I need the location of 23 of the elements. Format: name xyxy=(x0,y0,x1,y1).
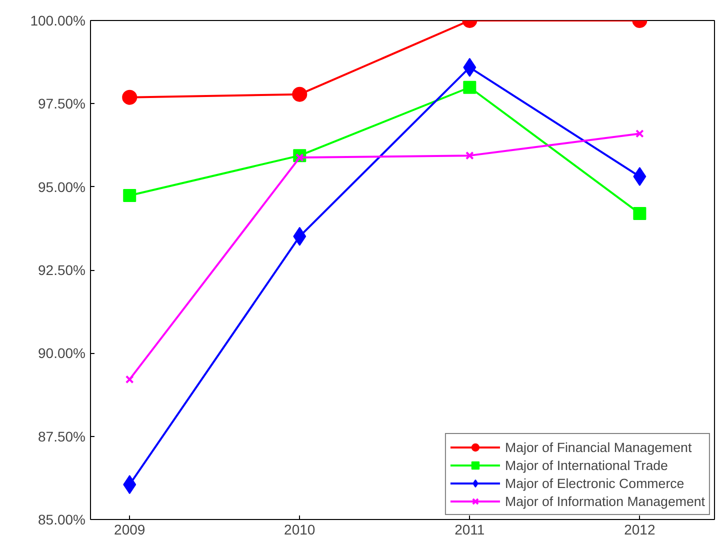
y-tick-label: 92.50% xyxy=(38,262,86,278)
legend-label: Major of Electronic Commerce xyxy=(504,474,684,492)
y-tick-label: 100.00% xyxy=(30,12,86,28)
x-tick-label: 2012 xyxy=(624,522,656,538)
point xyxy=(292,86,308,102)
y-tick-label: 97.50% xyxy=(38,96,86,112)
point xyxy=(123,188,136,202)
point xyxy=(463,80,476,94)
point xyxy=(125,375,134,384)
point xyxy=(633,206,646,220)
y-tick-label: 95.00% xyxy=(38,178,86,195)
y-tick-label: 90.00% xyxy=(38,345,86,362)
x-tick-label: 2010 xyxy=(284,522,316,538)
legend-label: Major of Financial Management xyxy=(504,438,692,456)
legend-label: Major of International Trade xyxy=(504,456,668,474)
point xyxy=(122,90,138,105)
legend-label: Major of Information Management xyxy=(504,492,705,510)
point xyxy=(636,129,644,138)
point xyxy=(465,151,474,160)
y-tick-label: 87.50% xyxy=(38,428,86,444)
x-tick-label: 2009 xyxy=(114,522,146,538)
x-tick-label: 2011 xyxy=(454,522,485,538)
y-tick-label: 85.00% xyxy=(38,512,86,528)
